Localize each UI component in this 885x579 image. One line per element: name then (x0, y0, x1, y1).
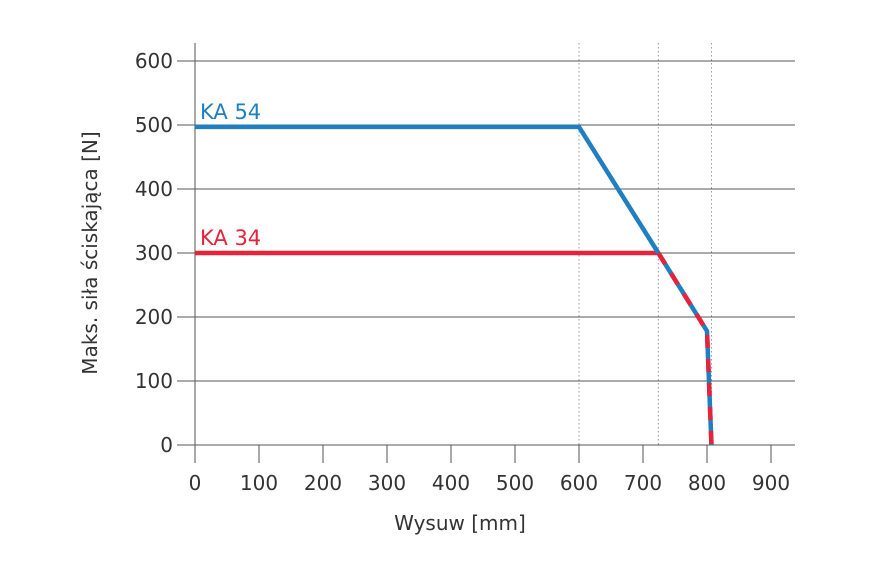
x-tick-label: 200 (304, 471, 342, 495)
x-tick-label: 900 (752, 471, 790, 495)
y-axis-label: Maks. siła ściskająca [N] (78, 131, 102, 374)
y-tick-label: 600 (135, 49, 173, 73)
x-tick-label: 100 (240, 471, 278, 495)
x-tick-label: 300 (368, 471, 406, 495)
y-tick-label: 200 (135, 305, 173, 329)
x-tick-label: 800 (688, 471, 726, 495)
x-tick-label: 500 (496, 471, 534, 495)
y-tick-label: 500 (135, 113, 173, 137)
x-tick-label: 400 (432, 471, 470, 495)
x-tick-label: 600 (560, 471, 598, 495)
series-label-ka54: KA 54 (200, 100, 261, 124)
y-tick-label: 100 (135, 369, 173, 393)
grid-layer (177, 43, 795, 446)
x-tick-label: 0 (189, 471, 202, 495)
labels-layer: 0 100 200 300 400 500 600 0 100 200 300 400 500 600 70… (135, 49, 790, 495)
series-label-ka34: KA 34 (200, 226, 261, 250)
series-line-ka54 (195, 124, 714, 446)
series-layer (195, 124, 714, 446)
y-tick-label: 0 (160, 433, 173, 457)
y-tick-label: 300 (135, 241, 173, 265)
series-line-ka34-shared (656, 251, 714, 446)
x-axis-label: Wysuw [mm] (394, 511, 526, 535)
axes-layer (194, 43, 772, 463)
x-tick-label: 700 (624, 471, 662, 495)
y-tick-label: 400 (135, 177, 173, 201)
